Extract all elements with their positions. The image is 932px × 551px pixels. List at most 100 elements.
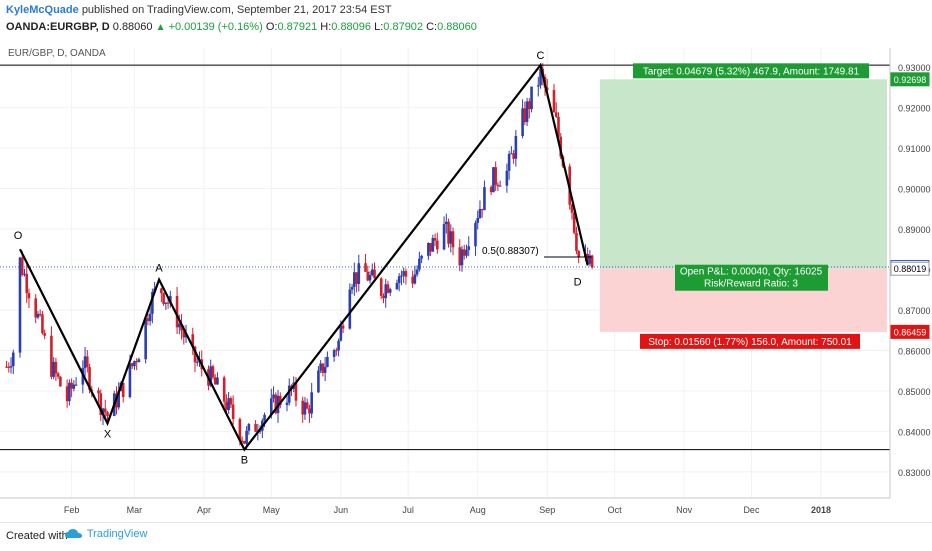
candle-body [552,89,556,113]
target-label-text: Target: 0.04679 (5.32%) 467.9, Amount: 1… [643,66,860,77]
candle-body [348,289,352,329]
candle [483,180,486,211]
price-chart[interactable]: O X A B C D 0.5(0.88307) Target: 0.04679 (5.32%… [0,40,932,516]
candle [317,366,320,394]
candle-body [510,153,513,155]
candle-body [586,253,589,264]
candle [151,288,154,324]
candle [86,349,89,373]
candle-body [386,284,390,293]
candle-body [384,284,388,299]
candle [364,254,367,273]
candle [52,357,55,380]
candle-body [166,302,170,304]
candle [303,397,307,420]
candle [366,265,370,282]
stop-price-tag-text: 0.86459 [894,327,927,337]
close-value: 0.88060 [437,21,477,33]
candle [335,347,338,356]
candle [442,216,446,251]
candle-body [431,238,435,252]
candle [431,234,435,252]
candle-body [507,153,511,171]
candle [130,362,134,370]
stop-label-box: Stop: 0.01560 (1.77%) 156.0, Amount: 750… [640,333,860,349]
candle-body [128,363,132,398]
pattern-point-label-b: B [241,455,248,467]
axes-layer: 0.93000 0.92000 0.91000 0.90000 0.89000 0.880… [0,48,931,515]
candle-body [86,356,89,367]
candle [552,83,556,113]
candle [429,243,432,257]
candle-body [182,330,186,338]
low-label: L: [374,21,384,33]
candle-body [25,273,29,294]
candle-body [151,292,154,314]
candle-body [496,184,500,187]
candle [272,386,275,403]
x-tick-label: Jul [402,505,414,515]
candle [474,220,477,256]
candle-body [373,269,376,279]
candle-body [240,440,244,442]
candle [121,382,125,403]
y-tick-label: 0.90000 [898,185,931,195]
candle [397,273,401,292]
author-link[interactable]: KyleMcQuade [6,4,79,16]
candle [570,203,574,220]
candle [379,277,383,300]
candle-body [512,153,515,159]
candle [436,232,439,254]
candle-body [269,398,273,415]
candle [492,167,495,193]
candle-body [222,377,226,402]
candle [310,382,313,419]
candle-body [56,373,60,377]
symbol-name: OANDA:EURGBP, D [6,21,110,33]
candle-body [505,170,509,186]
candle [353,262,356,296]
candle-body [216,377,219,385]
candle [254,420,257,433]
candle-body [570,204,574,213]
candle [7,362,11,373]
candle [326,351,329,368]
candle-body [229,398,233,405]
chart-header: KyleMcQuade published on TradingView.com… [0,0,932,40]
candle-body [254,423,257,432]
pattern-point-label-d: D [574,276,582,288]
candle [572,211,576,235]
candle [18,256,22,358]
candle-body [418,258,421,270]
candle-body [364,263,367,272]
candle [74,377,78,386]
candle-body [68,382,71,402]
candle [166,298,170,309]
candle [216,372,219,385]
candle [305,398,309,410]
candle [70,378,73,398]
candle [229,396,233,408]
y-tick-label: 0.91000 [898,144,931,154]
candle [476,210,480,230]
candle [536,76,540,97]
candle-body [572,212,576,233]
candle [117,382,121,410]
candle [285,393,289,412]
candle [373,262,376,279]
tradingview-logo[interactable]: TradingView [64,528,147,540]
candle [319,360,322,374]
x-tick-label: Nov [676,505,693,515]
candle [420,254,423,264]
x-tick-label: Dec [743,505,760,515]
candle [350,283,354,295]
candle [213,374,217,385]
candle-body [357,263,361,284]
candle-body [117,391,121,408]
candle-body [52,361,55,377]
candle-body [146,318,150,322]
candle-body [144,318,147,360]
chart-area[interactable]: O X A B C D 0.5(0.88307) Target: 0.04679 (5.32%… [0,40,932,516]
candle-body [162,293,165,304]
up-arrow-icon: ▲ [155,22,166,33]
